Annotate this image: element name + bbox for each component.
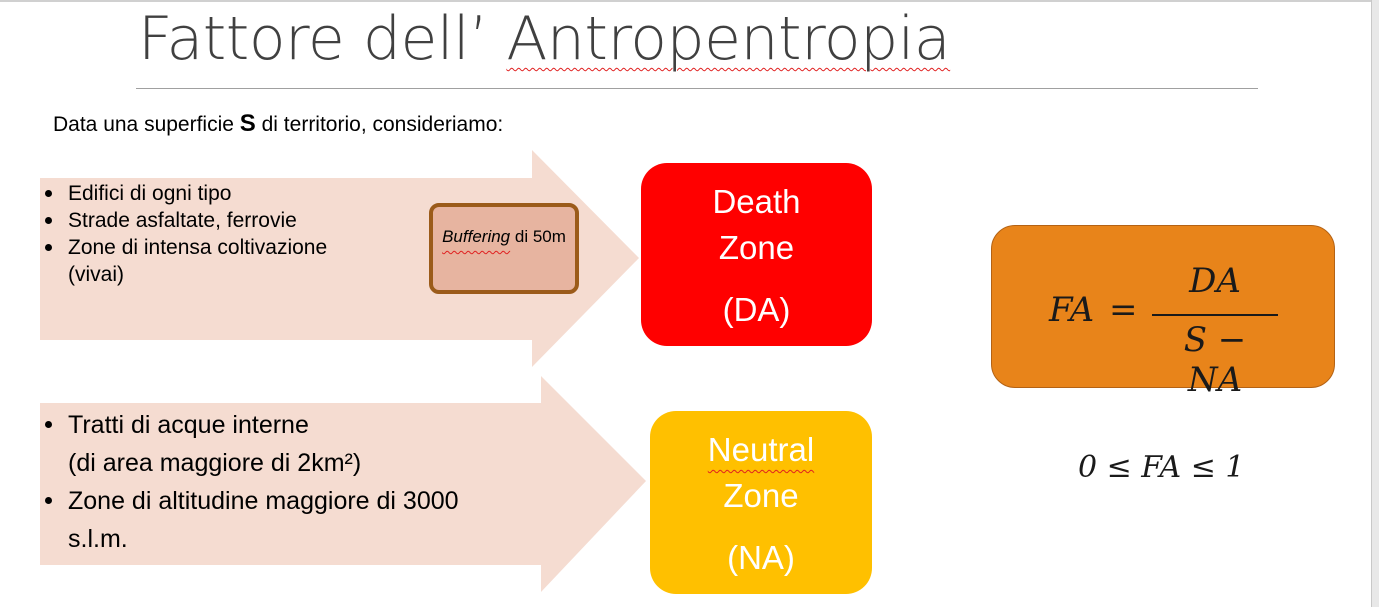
formula-denominator: S − NA xyxy=(1183,320,1247,400)
list-item: Tratti di acque interne (di area maggiore… xyxy=(40,406,459,482)
list-item: Strade asfaltate, ferrovie xyxy=(40,207,327,234)
intro-surface-symbol: S xyxy=(239,110,256,137)
intro-before: Data una superficie xyxy=(53,113,240,136)
fraction-bar xyxy=(1152,314,1278,316)
formula-box[interactable]: FA = DA S − NA xyxy=(991,225,1335,400)
range-inequality[interactable]: 0 ≤ FA ≤ 1 xyxy=(1078,450,1245,485)
buffering-distance: di 50m xyxy=(510,227,566,246)
formula-numerator: DA xyxy=(1189,261,1241,301)
neutral-zone-line2: Zone xyxy=(723,477,799,514)
buffering-box[interactable]: Buffering di 50m xyxy=(429,203,579,294)
title-word-antropentropia: Antropentropia xyxy=(506,4,951,74)
slide-title[interactable]: Fattore dell’ Antropentropia xyxy=(138,4,951,74)
buffering-word: Buffering xyxy=(442,227,511,246)
formula-equals: = xyxy=(1109,290,1138,330)
death-zone-box[interactable]: Death Zone (DA) xyxy=(641,163,872,346)
list-item: Zone di intensa coltivazione (vivai) xyxy=(40,234,327,288)
death-sources-list[interactable]: Edifici di ogni tipo Strade asfaltate, f… xyxy=(40,180,327,288)
intro-after: di territorio, consideriamo: xyxy=(255,113,504,136)
intro-text[interactable]: Data una superficie S di territorio, con… xyxy=(53,110,503,138)
death-zone-line2: Zone xyxy=(718,229,795,266)
neutral-zone-line1: Neutral xyxy=(650,427,872,473)
neutral-word: Neutral xyxy=(707,431,815,468)
formula-lhs: FA xyxy=(1049,290,1095,330)
neutral-sources-list[interactable]: Tratti di acque interne (di area maggiore… xyxy=(40,406,459,558)
title-underline-rule xyxy=(136,88,1258,89)
list-item: Zone di altitudine maggiore di 3000 s.l.m… xyxy=(40,482,459,558)
death-zone-abbr: (DA) xyxy=(722,291,791,328)
neutral-zone-abbr: (NA) xyxy=(727,539,795,576)
title-word-fattore: Fattore dell’ xyxy=(138,4,507,74)
neutral-arrow-shape xyxy=(40,376,646,592)
list-item: Edifici di ogni tipo xyxy=(40,180,327,207)
death-zone-line1: Death xyxy=(712,183,801,220)
window-top-border xyxy=(0,0,1372,2)
neutral-zone-box[interactable]: Neutral Zone (NA) xyxy=(650,411,872,594)
vertical-scrollbar[interactable] xyxy=(1371,0,1379,607)
